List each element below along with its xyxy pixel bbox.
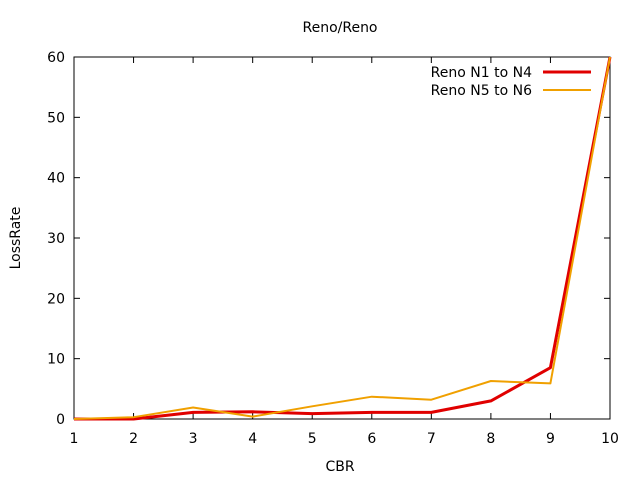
y-tick-label: 30 (47, 231, 65, 247)
y-tick-label: 60 (47, 50, 65, 66)
x-axis-label: CBR (325, 459, 354, 475)
x-tick-label: 1 (70, 431, 79, 447)
y-tick-label: 0 (56, 412, 65, 428)
y-tick-label: 50 (47, 110, 65, 126)
plot-border (73, 56, 611, 420)
series-line-1 (74, 56, 612, 421)
x-tick-label: 8 (486, 431, 495, 447)
legend-label-2: Reno N5 to N6 (431, 83, 532, 99)
x-tick-label: 3 (189, 431, 198, 447)
x-tick-label: 9 (546, 431, 555, 447)
legend-label-1: Reno N1 to N4 (431, 65, 532, 81)
chart-title: Reno/Reno (302, 20, 377, 36)
y-tick-label: 10 (47, 352, 65, 368)
plot-series (73, 56, 612, 421)
y-axis-label: LossRate (8, 207, 24, 270)
x-tick-label: 7 (427, 431, 436, 447)
x-tick-label: 4 (248, 431, 257, 447)
x-tick-label: 2 (129, 431, 138, 447)
x-tick-label: 5 (308, 431, 317, 447)
axes: 1 2 3 4 5 6 7 8 9 10 0 10 20 30 40 50 60 (47, 50, 619, 447)
series-line-2 (73, 56, 611, 420)
y-tick-label: 20 (47, 291, 65, 307)
y-tick-label: 40 (47, 171, 65, 187)
legend: Reno N1 to N4 Reno N5 to N6 (431, 65, 591, 99)
x-tick-label: 10 (601, 431, 619, 447)
x-tick-label: 6 (367, 431, 376, 447)
